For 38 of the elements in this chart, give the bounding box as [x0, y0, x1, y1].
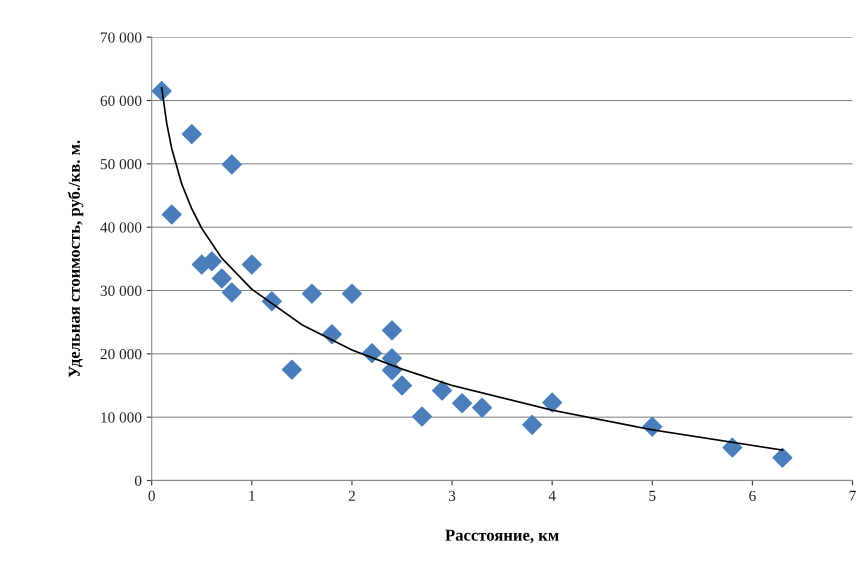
- x-tick-label: 0: [148, 490, 155, 501]
- point: [452, 393, 472, 414]
- point: [542, 392, 562, 413]
- y-tick-label: 40 000: [100, 222, 142, 233]
- point: [222, 282, 242, 302]
- point: [522, 414, 542, 435]
- x-axis-title: Расстояние, км: [445, 530, 559, 544]
- x-tick-label: 2: [348, 490, 355, 501]
- x-tick-label: 3: [448, 490, 456, 501]
- x-tick-label: 4: [548, 490, 556, 501]
- point: [162, 204, 182, 225]
- y-tick-label: 50 000: [100, 158, 142, 170]
- point: [382, 320, 402, 340]
- point: [392, 375, 412, 396]
- point: [322, 324, 342, 344]
- point: [432, 380, 452, 401]
- point: [412, 406, 432, 427]
- point: [722, 438, 742, 458]
- x-tick-label: 6: [749, 490, 756, 501]
- point: [212, 268, 232, 288]
- x-tick-label: 1: [249, 490, 255, 501]
- y-tick-label: 70 000: [100, 32, 142, 43]
- point: [472, 398, 492, 418]
- y-tick-label: 0: [134, 476, 142, 486]
- point: [302, 284, 322, 304]
- point: [222, 154, 242, 174]
- point: [342, 284, 362, 304]
- y-tick-label: 60 000: [100, 96, 142, 106]
- point: [282, 360, 302, 380]
- y-tick-label: 10 000: [101, 412, 142, 423]
- x-tick-label: 7: [850, 490, 856, 501]
- y-axis-title: Удельная стоимость, руб./кв. м.: [68, 140, 84, 378]
- y-tick-label: 20 000: [100, 348, 142, 360]
- point: [182, 124, 202, 144]
- y-tick-label: 30 000: [100, 286, 142, 296]
- x-tick-label: 5: [649, 490, 656, 501]
- point: [772, 448, 792, 468]
- point: [242, 254, 262, 275]
